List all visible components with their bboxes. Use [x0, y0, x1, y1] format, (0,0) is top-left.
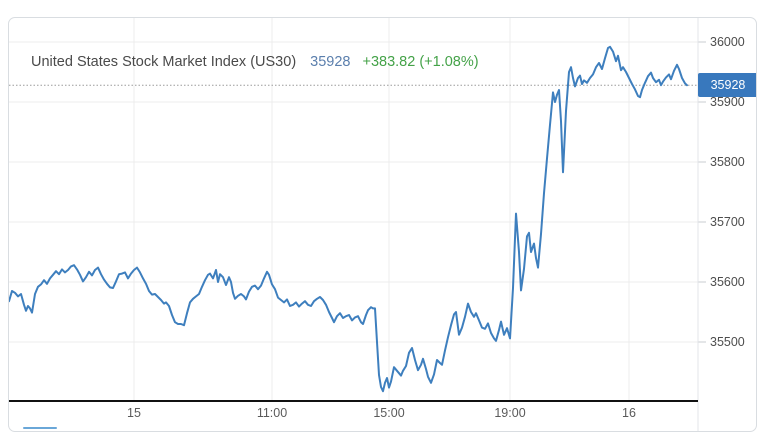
- instrument-title: United States Stock Market Index (US30): [31, 54, 297, 70]
- y-axis-label: 36000: [710, 35, 745, 49]
- y-axis-label: 35800: [710, 155, 745, 169]
- y-axis-label: 35900: [710, 95, 745, 109]
- price-change: +383.82 (+1.08%): [362, 54, 479, 70]
- y-axis-label: 35700: [710, 215, 745, 229]
- x-axis-label: 15:00: [373, 406, 405, 420]
- x-axis-label: 15: [127, 406, 141, 420]
- range-accent-underline: [23, 427, 57, 429]
- x-axis-label: 16: [622, 406, 636, 420]
- current-price-badge: 35928: [698, 73, 756, 98]
- x-axis-label: 19:00: [494, 406, 526, 420]
- x-axis-label: 11:00: [256, 406, 288, 420]
- chart-header: United States Stock Market Index (US30) 3…: [31, 54, 479, 70]
- price-chart[interactable]: [9, 18, 757, 432]
- price-line-series: [9, 45, 688, 393]
- stock-chart-widget: United States Stock Market Index (US30) 3…: [8, 17, 757, 432]
- current-price-value: 35928: [710, 78, 746, 93]
- last-price: 35928: [310, 54, 351, 70]
- y-axis-label: 35500: [710, 335, 745, 349]
- y-axis-label: 35600: [710, 275, 745, 289]
